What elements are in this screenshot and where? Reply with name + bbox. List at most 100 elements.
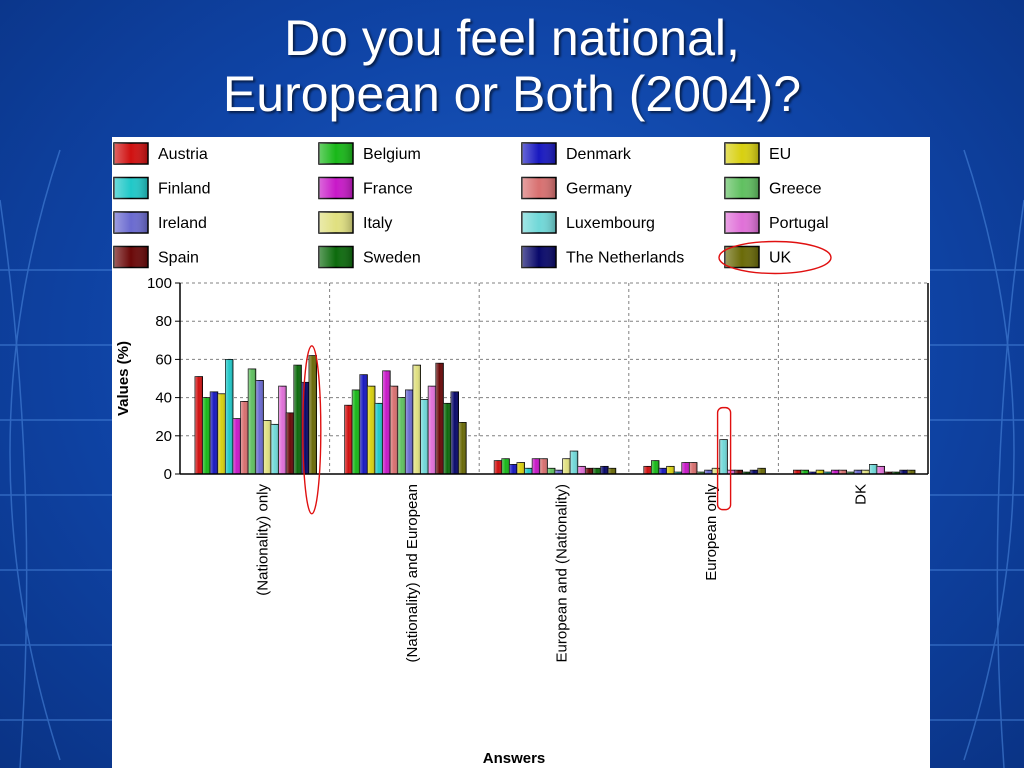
bar-shine [816,470,824,474]
legend-label-germany: Germany [566,181,632,198]
chart-panel: Austria Belgium Denmark EU Finland France Germ… [112,137,930,768]
legend-swatch-shine [725,246,759,268]
bar-shine [674,472,682,474]
bar-shine [884,472,893,474]
legend-label-ireland: Ireland [158,215,207,232]
bar-chart: Austria Belgium Denmark EU Finland France Germ… [113,142,929,767]
bar-shine [517,462,525,474]
bar-shine [494,460,502,474]
bar-shine [263,420,271,474]
slide-title: Do you feel national, European or Both (… [0,0,1024,135]
grid [180,282,928,474]
legend-swatch-shine [725,212,759,233]
title-line-2: European or Both (2004)? [222,66,802,122]
legend-label-austria: Austria [158,146,208,163]
y-tick-label-80: 80 [155,313,172,330]
bar-shine [271,424,279,474]
highlights [302,240,832,515]
legend-label-italy: Italy [363,215,392,232]
bar-shine [585,468,593,474]
legend-label-finland: Finland [158,181,210,198]
legend-swatch-shine [725,177,759,199]
bar-shine [375,403,383,474]
bar-shine [352,389,360,474]
bar-shine [451,391,459,474]
bar-shine [757,468,766,474]
bar-shine [532,458,540,474]
bar-shine [248,368,256,474]
bar-shine [750,470,758,474]
bar-shine [666,466,675,474]
legend-swatch-shine [114,177,148,199]
bar-shine [210,391,218,474]
x-category-label-nationality-only: (Nationality) only [254,484,271,596]
legend-swatch-shine [522,177,556,199]
legend-swatch-shine [522,143,556,164]
x-category-label-european-and-nationality: European and (Nationality) [553,484,570,662]
y-tick-label-0: 0 [164,466,172,483]
legend-label-the-netherlands: The Netherlands [566,250,684,267]
bar-shine [735,470,743,474]
legend-swatch-shine [319,246,353,268]
x-category-label-european-only: European only [703,484,720,581]
bar-shine [570,451,578,474]
legend-swatch-shine [319,143,353,164]
bar-shine [539,458,548,474]
bar-shine [382,370,391,474]
highlight-oval-uk-legend [718,240,832,275]
bar-shine [651,460,659,474]
bar-shine [344,405,353,474]
bar-shine [659,468,667,474]
bar-shine [547,468,555,474]
bar-shine [367,386,375,474]
bar-shine [907,470,915,474]
legend-label-eu: EU [769,146,791,163]
legend-swatch-shine [522,246,556,268]
bar-shine [854,470,862,474]
bar-shine [712,468,720,474]
y-tick-label-60: 60 [155,351,172,368]
bar-shine [420,399,429,474]
bar-shine [390,386,398,474]
legend-swatch-shine [522,212,556,233]
bar-shine [293,365,302,474]
bar-shine [413,365,421,474]
legend-label-spain: Spain [158,250,199,267]
legend-label-luxembourg: Luxembourg [566,215,655,232]
legend-label-sweden: Sweden [363,250,421,267]
bar-shine [608,468,616,474]
bar-shine [309,355,317,474]
bar-shine [255,380,264,474]
x-category-label-dk: DK [853,484,870,505]
bar-shine [458,422,467,474]
bar-shine [524,468,533,474]
legend-label-greece: Greece [769,181,822,198]
bar-shine [801,470,809,474]
labels: 0 20 40 60 80 100 (Nationality) only (Nationali… [115,275,870,767]
legend-label-denmark: Denmark [566,146,632,163]
legend-swatch-shine [725,143,759,164]
bar-shine [892,472,900,474]
bar-shine [443,403,451,474]
bar-shine [823,472,832,474]
bar-shine [509,464,517,474]
x-axis-title: Answers [483,750,546,767]
y-tick-label-20: 20 [155,428,172,445]
legend-swatch-shine [114,212,148,233]
bar-shine [831,470,839,474]
y-tick-label-100: 100 [147,275,172,292]
y-tick-label-40: 40 [155,390,172,407]
bar-shine [405,389,413,474]
bar-shine [793,470,801,474]
bar-shine [428,386,436,474]
bar-shine [359,374,368,474]
title-line-1: Do you feel national, [284,10,740,66]
x-category-label-nationality-and-european: (Nationality) and European [404,484,421,662]
bar-shine [719,439,728,474]
bar-shine [899,470,908,474]
bar-shine [278,386,287,474]
bar-shine [562,458,571,474]
bar-shine [600,466,609,474]
bar-shine [839,470,847,474]
bar-shine [301,382,309,474]
